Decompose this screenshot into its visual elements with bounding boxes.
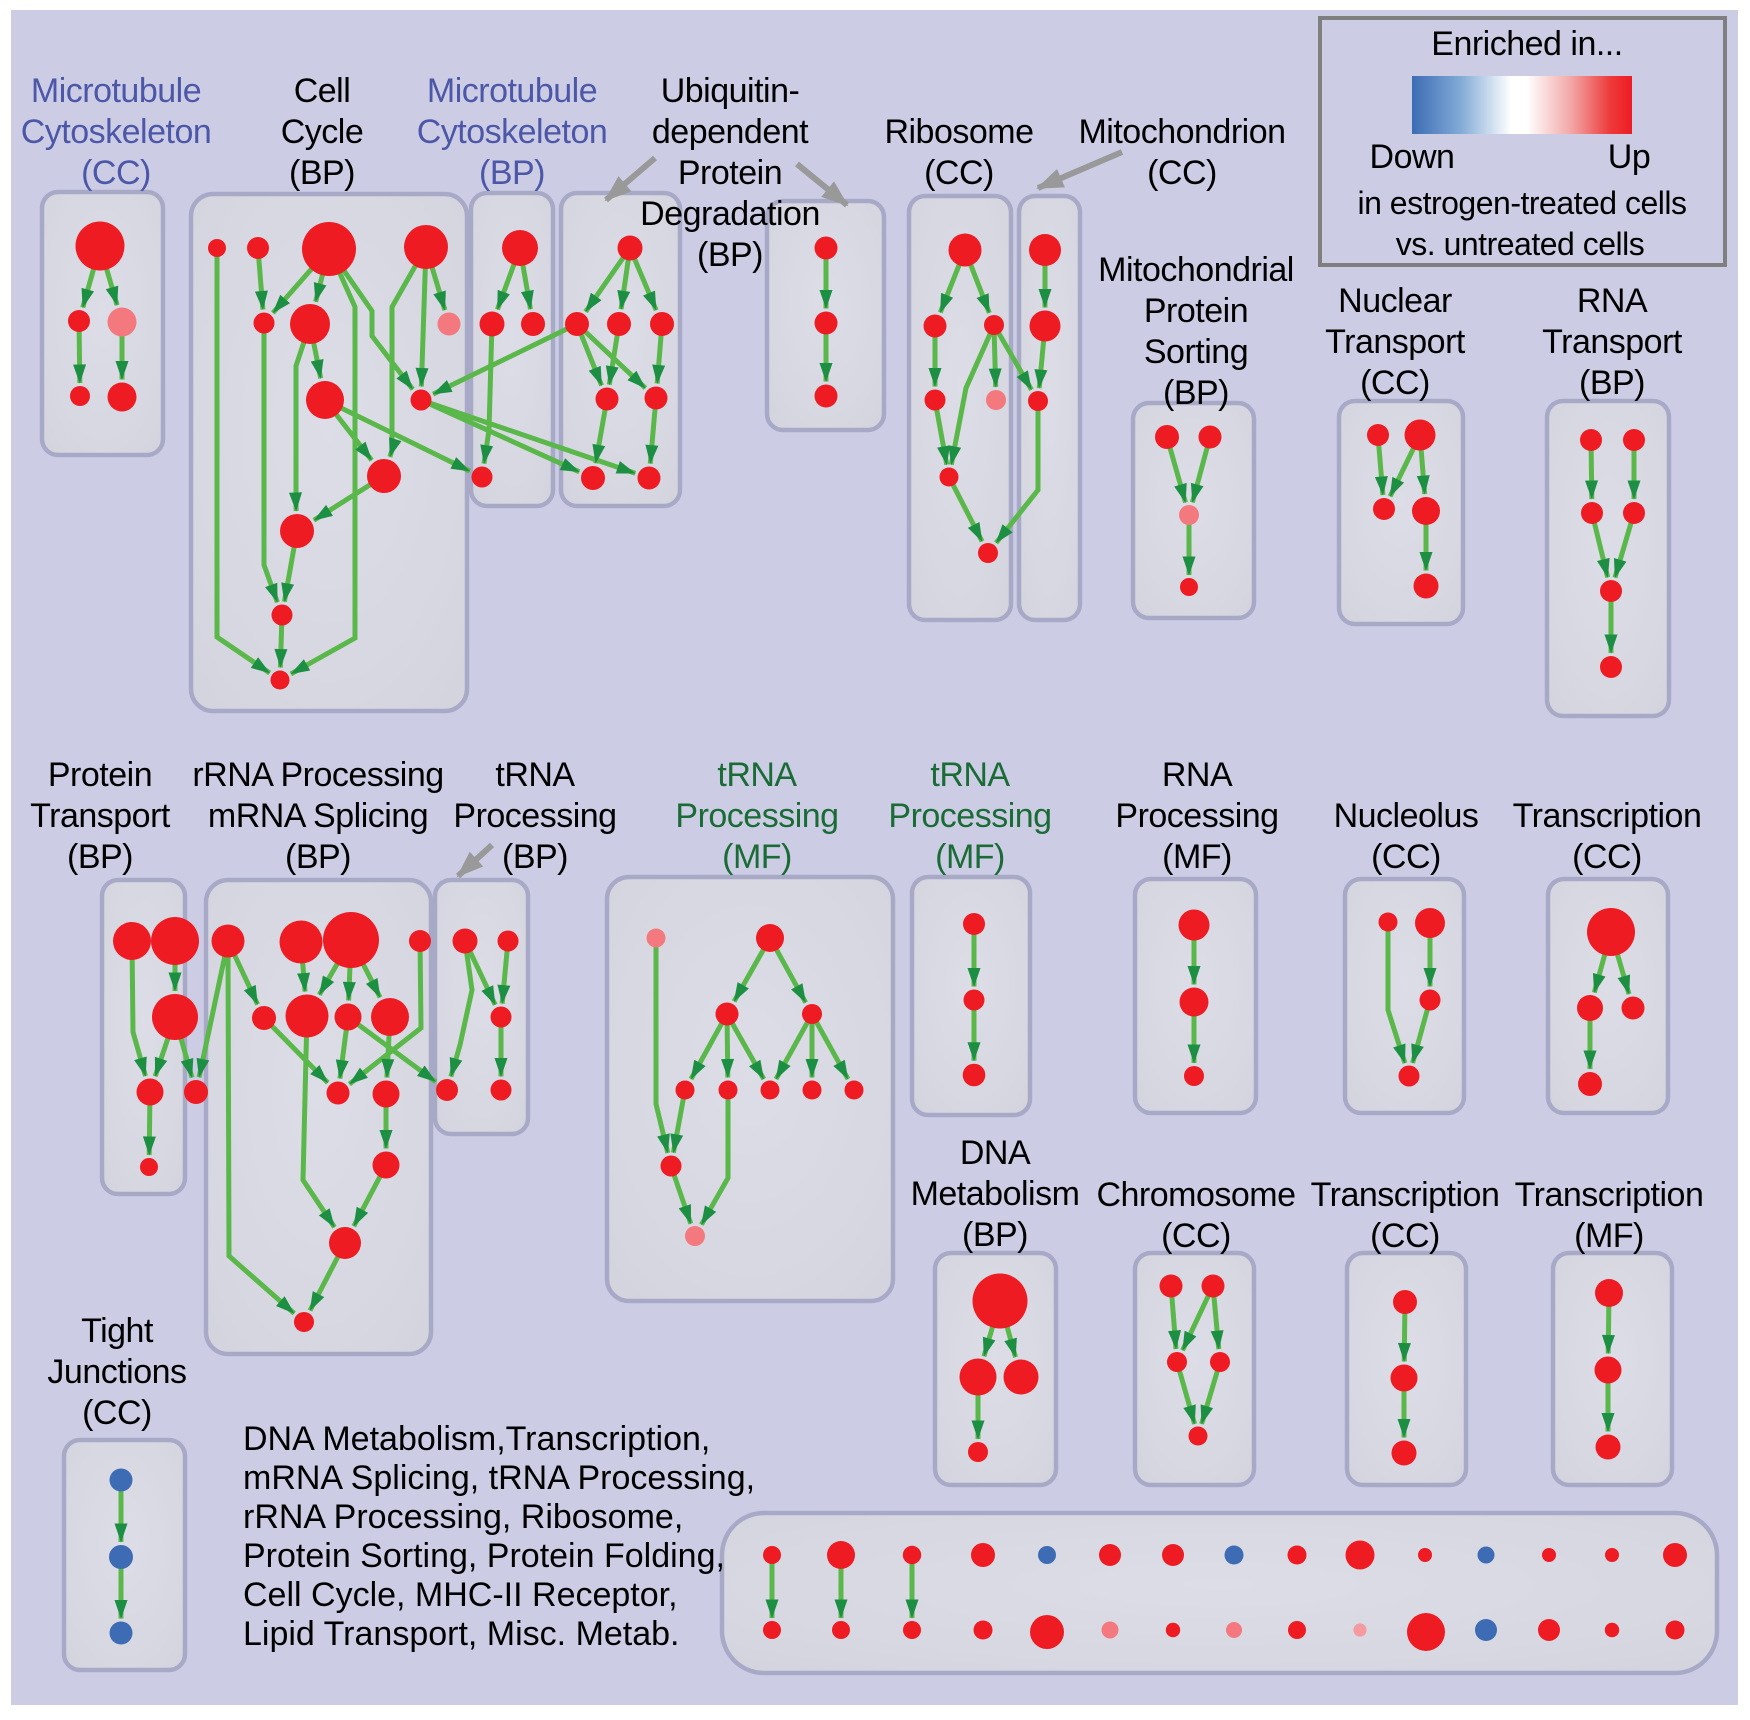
svg-text:tRNA: tRNA <box>930 756 1010 794</box>
svg-text:Transcription: Transcription <box>1513 797 1702 835</box>
svg-text:Down: Down <box>1370 138 1455 176</box>
svg-text:Cycle: Cycle <box>281 113 364 151</box>
svg-text:RNA: RNA <box>1577 282 1648 320</box>
svg-text:(MF): (MF) <box>1162 838 1232 876</box>
svg-text:(BP): (BP) <box>1163 374 1229 412</box>
svg-text:(CC): (CC) <box>1147 154 1217 192</box>
svg-text:(BP): (BP) <box>479 154 545 192</box>
svg-text:tRNA: tRNA <box>495 756 575 794</box>
svg-text:Protein: Protein <box>678 154 782 192</box>
svg-text:Transcription: Transcription <box>1311 1176 1500 1214</box>
svg-text:mRNA Splicing: mRNA Splicing <box>208 797 428 835</box>
svg-text:Degradation: Degradation <box>640 195 820 233</box>
svg-text:Up: Up <box>1608 138 1650 176</box>
svg-text:(MF): (MF) <box>935 838 1005 876</box>
svg-text:Mitochondrion: Mitochondrion <box>1078 113 1285 151</box>
svg-text:Lipid Transport, Misc. Metab.: Lipid Transport, Misc. Metab. <box>243 1615 680 1653</box>
svg-text:(CC): (CC) <box>81 154 151 192</box>
svg-text:Transport: Transport <box>30 797 171 835</box>
svg-text:Chromosome: Chromosome <box>1096 1176 1295 1214</box>
svg-text:tRNA: tRNA <box>717 756 797 794</box>
svg-text:Metabolism: Metabolism <box>911 1175 1080 1213</box>
svg-text:Processing: Processing <box>1115 797 1278 835</box>
svg-text:(BP): (BP) <box>1579 364 1645 402</box>
svg-text:(MF): (MF) <box>722 838 792 876</box>
svg-text:Transcription: Transcription <box>1515 1176 1704 1214</box>
svg-text:(MF): (MF) <box>1574 1217 1644 1255</box>
svg-text:rRNA Processing: rRNA Processing <box>192 756 443 794</box>
svg-text:Nucleolus: Nucleolus <box>1334 797 1479 835</box>
svg-text:(CC): (CC) <box>924 154 994 192</box>
svg-text:(CC): (CC) <box>1371 838 1441 876</box>
svg-text:DNA Metabolism,Transcription,: DNA Metabolism,Transcription, <box>243 1420 710 1458</box>
svg-text:Cytoskeleton: Cytoskeleton <box>417 113 608 151</box>
svg-text:rRNA Processing, Ribosome,: rRNA Processing, Ribosome, <box>243 1498 683 1536</box>
svg-text:Cell Cycle, MHC-II Receptor,: Cell Cycle, MHC-II Receptor, <box>243 1576 678 1614</box>
svg-text:Protein Sorting, Protein Foldi: Protein Sorting, Protein Folding, <box>243 1537 725 1575</box>
svg-text:Processing: Processing <box>675 797 838 835</box>
svg-text:Protein: Protein <box>1144 292 1248 330</box>
svg-text:dependent: dependent <box>652 113 809 151</box>
svg-text:(BP): (BP) <box>67 838 133 876</box>
svg-text:(CC): (CC) <box>1161 1217 1231 1255</box>
svg-text:(CC): (CC) <box>1370 1217 1440 1255</box>
svg-text:Transport: Transport <box>1325 323 1466 361</box>
svg-text:Microtubule: Microtubule <box>427 72 597 110</box>
svg-text:Enriched in...: Enriched in... <box>1431 25 1622 63</box>
svg-text:DNA: DNA <box>960 1134 1031 1172</box>
svg-text:RNA: RNA <box>1162 756 1233 794</box>
svg-text:mRNA Splicing, tRNA Processing: mRNA Splicing, tRNA Processing, <box>243 1459 755 1497</box>
svg-text:(BP): (BP) <box>289 154 355 192</box>
svg-text:Cell: Cell <box>294 72 351 110</box>
svg-text:(CC): (CC) <box>82 1394 152 1432</box>
svg-text:(BP): (BP) <box>285 838 351 876</box>
svg-text:Microtubule: Microtubule <box>31 72 201 110</box>
svg-text:Processing: Processing <box>888 797 1051 835</box>
svg-text:Mitochondrial: Mitochondrial <box>1098 251 1294 289</box>
svg-text:Processing: Processing <box>453 797 616 835</box>
svg-text:(CC): (CC) <box>1360 364 1430 402</box>
svg-text:(BP): (BP) <box>502 838 568 876</box>
svg-text:Ribosome: Ribosome <box>884 113 1033 151</box>
svg-text:vs. untreated cells: vs. untreated cells <box>1396 226 1644 262</box>
svg-text:Ubiquitin-: Ubiquitin- <box>661 72 800 110</box>
svg-text:Transport: Transport <box>1542 323 1683 361</box>
svg-text:(BP): (BP) <box>697 236 763 274</box>
svg-text:in estrogen-treated cells: in estrogen-treated cells <box>1357 185 1686 221</box>
svg-text:(BP): (BP) <box>962 1216 1028 1254</box>
svg-text:Protein: Protein <box>48 756 152 794</box>
svg-text:Sorting: Sorting <box>1144 333 1248 371</box>
svg-text:(CC): (CC) <box>1572 838 1642 876</box>
svg-text:Junctions: Junctions <box>47 1353 186 1391</box>
svg-text:Cytoskeleton: Cytoskeleton <box>21 113 212 151</box>
svg-text:Tight: Tight <box>81 1312 154 1350</box>
svg-text:Nuclear: Nuclear <box>1338 282 1452 320</box>
